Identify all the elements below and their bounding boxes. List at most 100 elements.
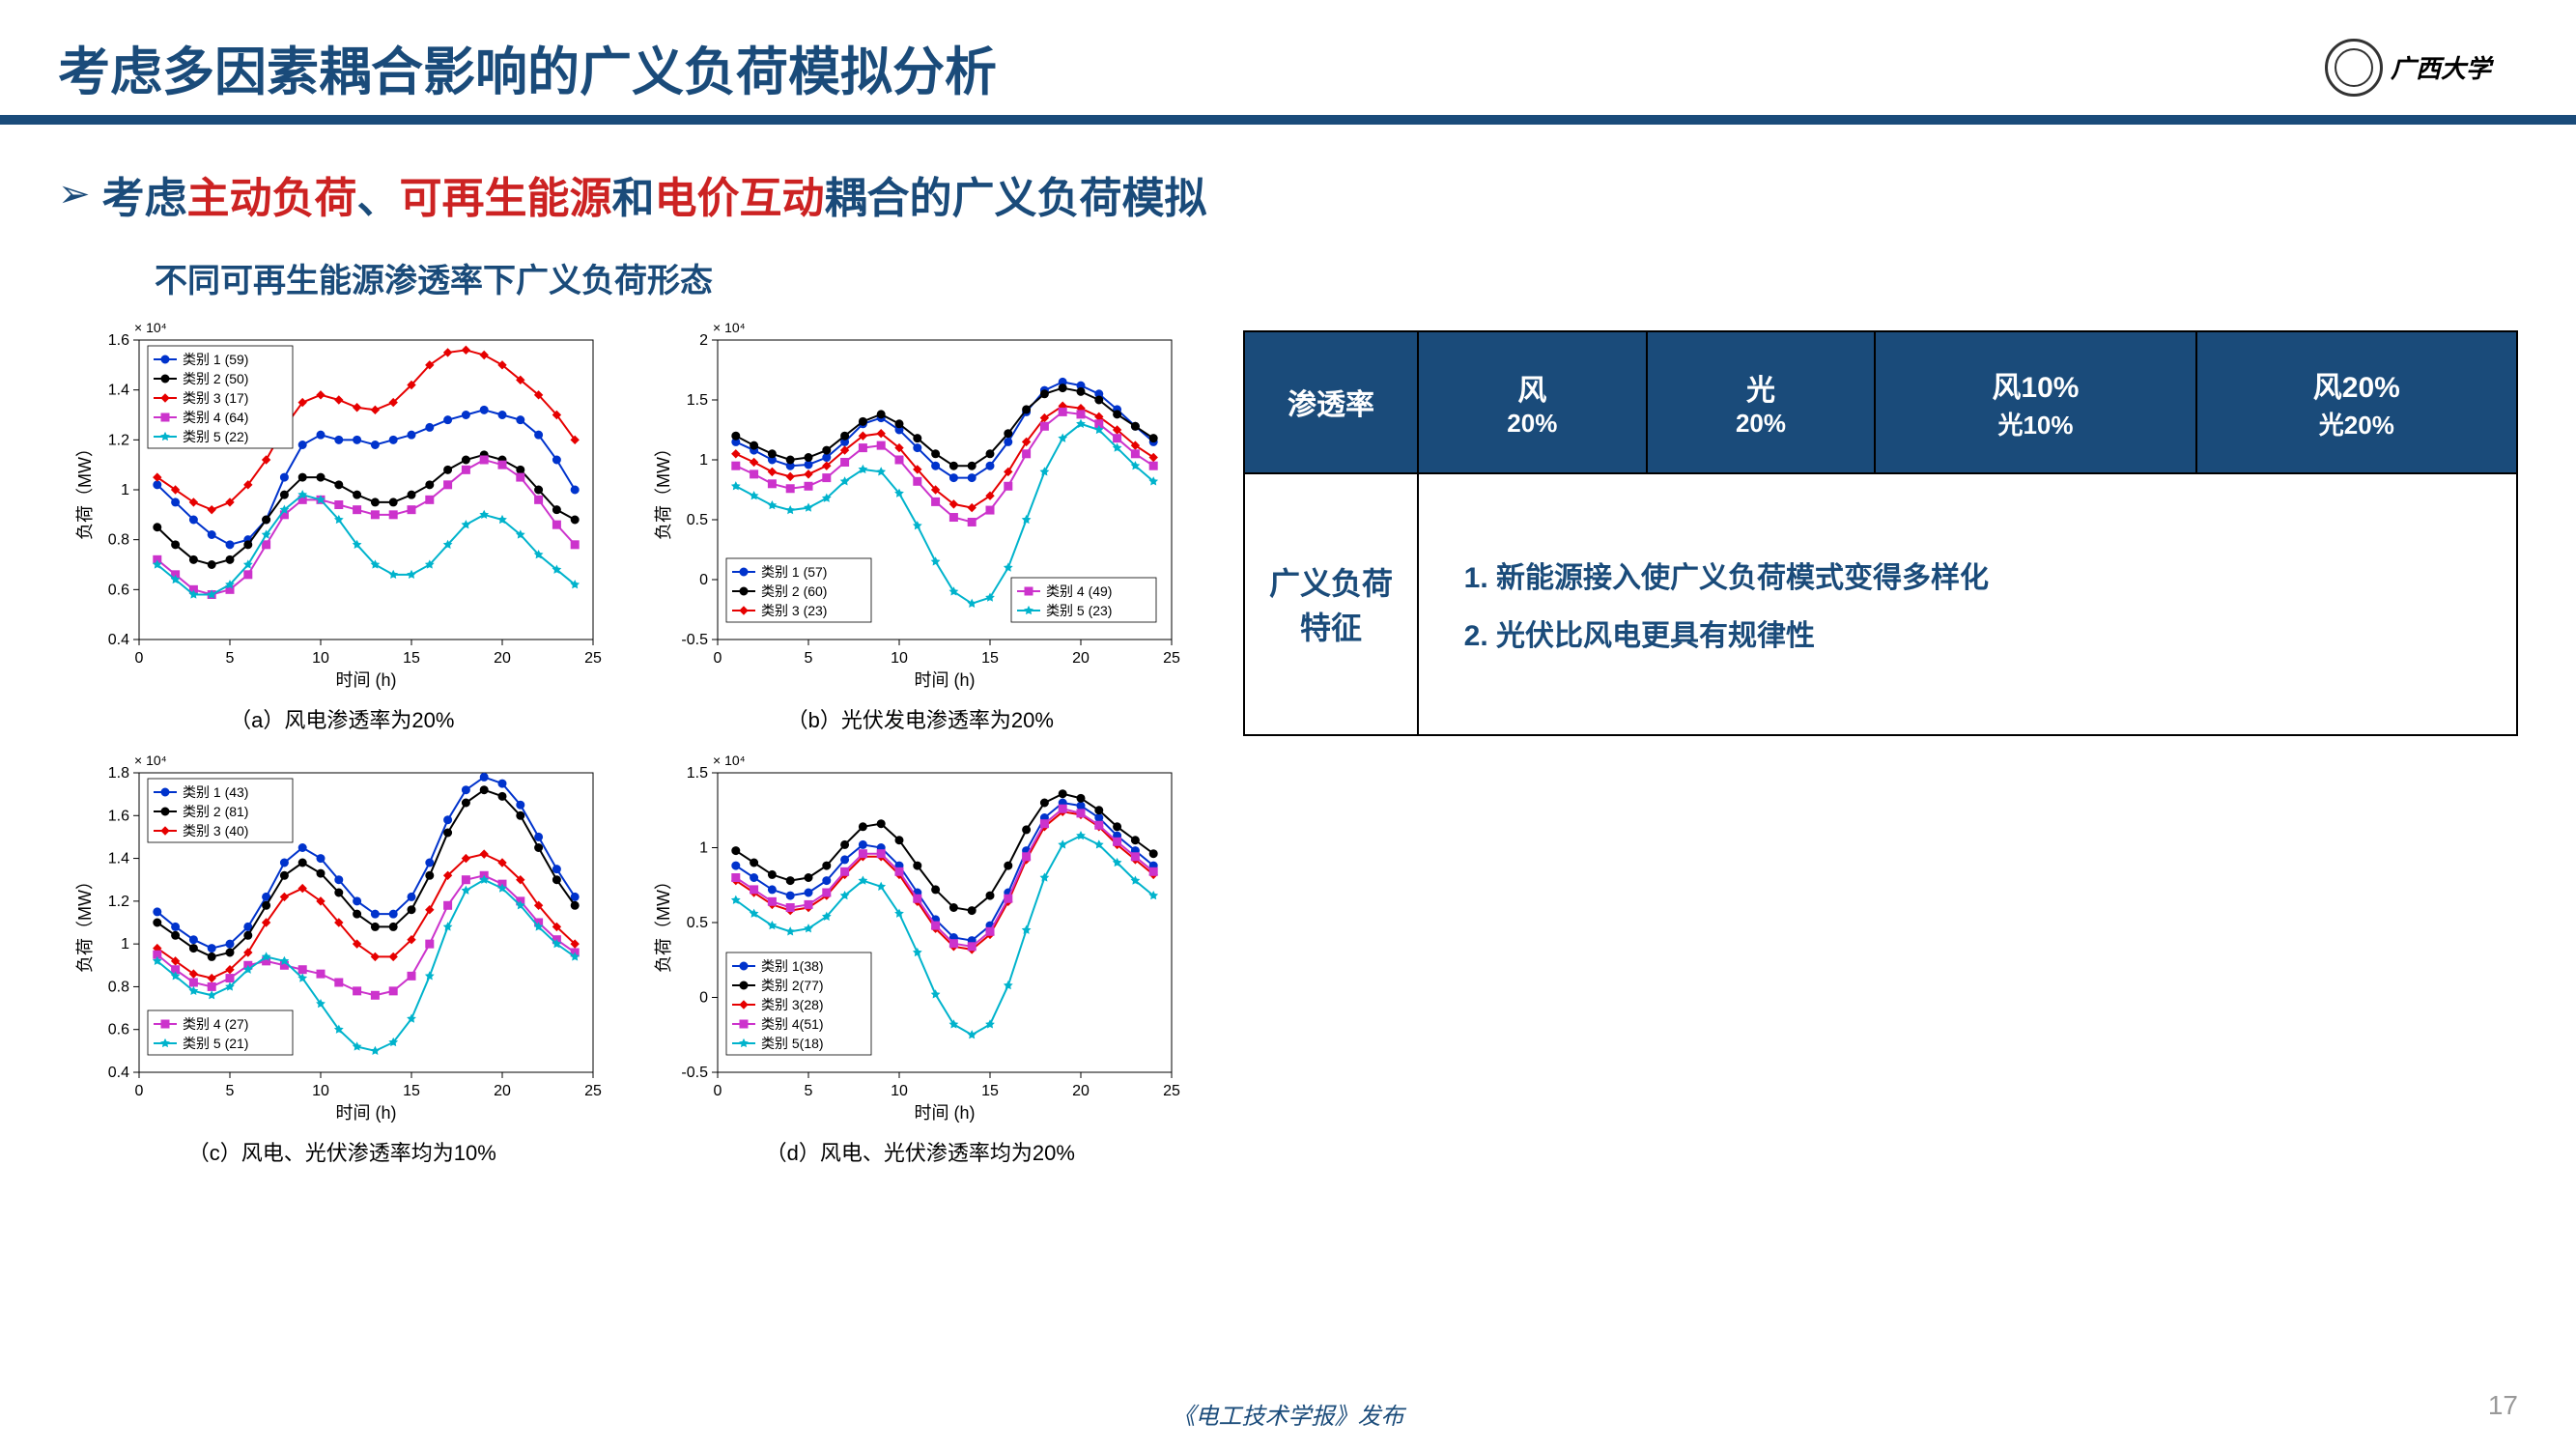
svg-text:1.5: 1.5 (687, 765, 708, 782)
svg-text:20: 20 (494, 650, 511, 667)
svg-text:0.4: 0.4 (108, 1065, 129, 1081)
svg-text:0.6: 0.6 (108, 1022, 129, 1038)
chart-caption-d: （d）风电、光伏渗透率均为20% (766, 1136, 1075, 1167)
svg-text:时间 (h): 时间 (h) (336, 670, 397, 690)
svg-text:25: 25 (584, 650, 602, 667)
svg-text:10: 10 (891, 1083, 908, 1099)
charts-grid: 05101520250.40.60.811.21.41.6× 10⁴时间 (h)… (58, 311, 1204, 1167)
svg-text:类别 4 (64): 类别 4 (64) (183, 410, 248, 425)
svg-text:20: 20 (1072, 1083, 1090, 1099)
info-table: 渗透率风20%光20%风10%光10%风20%光20%广义负荷特征新能源接入使广… (1243, 330, 2518, 736)
chart-a: 05101520250.40.60.811.21.41.6× 10⁴时间 (h)… (71, 311, 612, 697)
svg-text:负荷（MW）: 负荷（MW） (75, 440, 95, 540)
svg-text:1: 1 (121, 482, 129, 498)
svg-text:2: 2 (699, 332, 708, 349)
feature-2: 光伏比风电更具有规律性 (1496, 611, 2477, 654)
svg-text:15: 15 (403, 650, 420, 667)
svg-text:类别 5 (23): 类别 5 (23) (1046, 603, 1112, 618)
svg-text:× 10⁴: × 10⁴ (134, 753, 167, 768)
table-header-2: 光20% (1647, 331, 1876, 473)
svg-text:10: 10 (312, 650, 329, 667)
svg-text:1.4: 1.4 (108, 851, 129, 867)
table-header-1: 风20% (1418, 331, 1647, 473)
svg-text:类别 2 (81): 类别 2 (81) (183, 804, 248, 819)
sub-title: 考虑主动负荷、可再生能源和电价互动耦合的广义负荷模拟 (102, 163, 1207, 225)
svg-text:类别 4 (27): 类别 4 (27) (183, 1016, 248, 1032)
svg-text:0.4: 0.4 (108, 632, 129, 648)
info-table-wrap: 渗透率风20%光20%风10%光10%风20%光20%广义负荷特征新能源接入使广… (1243, 311, 2518, 1167)
chart-b: 0510152025-0.500.511.52× 10⁴时间 (h)负荷（MW）… (650, 311, 1191, 697)
svg-text:10: 10 (891, 650, 908, 667)
svg-text:0: 0 (699, 572, 708, 588)
svg-text:类别 3 (17): 类别 3 (17) (183, 390, 248, 406)
svg-text:0: 0 (713, 650, 722, 667)
svg-text:0.8: 0.8 (108, 532, 129, 549)
table-header-3: 风10%光10% (1875, 331, 2195, 473)
section-title: 不同可再生能源渗透率下广义负荷形态 (0, 235, 2576, 311)
logo-seal-icon (2325, 39, 2383, 97)
sub-header: ➢ 考虑主动负荷、可再生能源和电价互动耦合的广义负荷模拟 (0, 144, 2576, 235)
svg-text:× 10⁴: × 10⁴ (134, 320, 167, 335)
svg-text:1.6: 1.6 (108, 332, 129, 349)
svg-text:1: 1 (699, 840, 708, 857)
page-number: 17 (2488, 1390, 2518, 1421)
svg-text:1.2: 1.2 (108, 894, 129, 910)
svg-text:10: 10 (312, 1083, 329, 1099)
svg-text:类别 2 (50): 类别 2 (50) (183, 371, 248, 386)
svg-text:1: 1 (121, 936, 129, 952)
svg-text:负荷（MW）: 负荷（MW） (75, 872, 95, 973)
university-logo: 广西大学 (2325, 34, 2518, 101)
sub-red2: 可再生能源 (400, 175, 612, 222)
svg-text:5: 5 (226, 1083, 235, 1099)
svg-text:时间 (h): 时间 (h) (914, 670, 975, 690)
svg-text:25: 25 (584, 1083, 602, 1099)
svg-text:× 10⁴: × 10⁴ (713, 320, 746, 335)
svg-text:负荷（MW）: 负荷（MW） (654, 440, 673, 540)
feature-1: 新能源接入使广义负荷模式变得多样化 (1496, 554, 2477, 596)
svg-text:1.8: 1.8 (108, 765, 129, 782)
svg-text:5: 5 (804, 650, 812, 667)
header-divider (0, 115, 2576, 125)
slide-header: 考虑多因素耦合影响的广义负荷模拟分析 广西大学 (0, 0, 2576, 115)
svg-text:0: 0 (713, 1083, 722, 1099)
svg-text:0.5: 0.5 (687, 915, 708, 931)
chart-c: 0 5 10 15 20 25 0.4 0.6 0.8 1 1.2 1.4 1.6 1.8 × 10⁴ 时间 … (71, 744, 612, 1130)
chart-cell-d: 0510152025-0.500.511.5× 10⁴时间 (h)负荷（MW）类… (637, 744, 1205, 1167)
svg-text:1.6: 1.6 (108, 808, 129, 824)
svg-text:类别 3(28): 类别 3(28) (761, 997, 824, 1012)
svg-text:0: 0 (135, 650, 144, 667)
footer-text: 《电工技术学报》发布 (0, 1397, 2576, 1431)
svg-text:类别 1(38): 类别 1(38) (761, 958, 824, 974)
chart-caption-a: （a）风电渗透率为20% (230, 703, 454, 734)
svg-text:20: 20 (494, 1083, 511, 1099)
chevron-right-icon: ➢ (58, 172, 91, 216)
table-header-0: 渗透率 (1244, 331, 1418, 473)
svg-text:类别 2 (60): 类别 2 (60) (761, 583, 827, 599)
chart-caption-c: （c）风电、光伏渗透率均为10% (188, 1136, 496, 1167)
svg-text:15: 15 (981, 650, 999, 667)
svg-text:5: 5 (226, 650, 235, 667)
svg-text:0.6: 0.6 (108, 582, 129, 598)
chart-cell-b: 0510152025-0.500.511.52× 10⁴时间 (h)负荷（MW）… (637, 311, 1205, 734)
svg-text:类别 1 (59): 类别 1 (59) (183, 352, 248, 367)
svg-text:时间 (h): 时间 (h) (914, 1103, 975, 1123)
svg-text:25: 25 (1163, 650, 1180, 667)
chart-cell-c: 0 5 10 15 20 25 0.4 0.6 0.8 1 1.2 1.4 1.6 1.8 × 10⁴ 时间 … (58, 744, 627, 1167)
table-header-4: 风20%光20% (2196, 331, 2517, 473)
svg-text:5: 5 (804, 1083, 812, 1099)
sub-suffix: 耦合的广义负荷模拟 (825, 175, 1207, 222)
sub-sep1: 、 (357, 175, 400, 222)
svg-text:负荷（MW）: 负荷（MW） (654, 872, 673, 973)
svg-text:0: 0 (699, 990, 708, 1007)
chart-caption-b: （b）光伏发电渗透率为20% (787, 703, 1054, 734)
svg-text:15: 15 (403, 1083, 420, 1099)
content-area: 05101520250.40.60.811.21.41.6× 10⁴时间 (h)… (0, 311, 2576, 1167)
svg-text:1: 1 (699, 452, 708, 469)
svg-text:15: 15 (981, 1083, 999, 1099)
svg-text:类别 4(51): 类别 4(51) (761, 1016, 824, 1032)
svg-text:时间 (h): 时间 (h) (336, 1103, 397, 1123)
chart-cell-a: 05101520250.40.60.811.21.41.6× 10⁴时间 (h)… (58, 311, 627, 734)
svg-text:0.8: 0.8 (108, 979, 129, 995)
svg-text:20: 20 (1072, 650, 1090, 667)
svg-text:0: 0 (135, 1083, 144, 1099)
